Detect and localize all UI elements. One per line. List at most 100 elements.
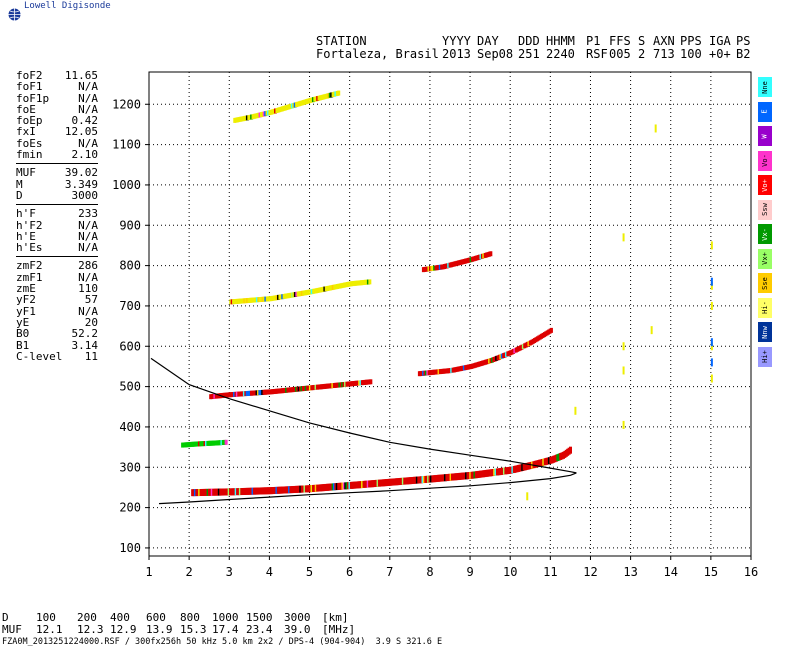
header-value-4: 2240 [546, 47, 575, 61]
param-value: N/A [78, 218, 98, 232]
legend-label: Vo- [760, 154, 769, 167]
parameter-panel: foF2 11.65 foF1 N/A foF1p N/A foE N/A foEp 0.42 fx… [16, 70, 98, 362]
echo-mark [489, 251, 493, 257]
param-row: foF2 11.65 [16, 70, 98, 82]
y-tick-label: 400 [119, 420, 141, 434]
profile-lower-branch [158, 472, 577, 505]
header-value-3: 251 [518, 47, 540, 61]
param-value: 39.02 [64, 166, 98, 180]
param-row: h'F 233 [16, 207, 98, 221]
param-name: MUF [16, 166, 36, 180]
legend-label: Ssw [760, 203, 769, 216]
x-tick-label: 16 [744, 565, 758, 579]
param-name: D [16, 188, 23, 202]
y-tick-label: 300 [119, 460, 141, 474]
param-name: fmin [16, 148, 43, 162]
param-value: 52.2 [71, 327, 99, 341]
distance-table-cell: 600 [146, 611, 166, 624]
param-row: zmF2 286 [16, 260, 98, 272]
header-value-11: B2 [736, 47, 751, 61]
y-tick-label: 200 [119, 501, 141, 515]
header-value-9: 100 [680, 47, 702, 61]
param-value: 11 [84, 349, 98, 363]
distance-table-cell: 13.9 [146, 623, 173, 636]
param-value: N/A [78, 229, 98, 243]
echo-mark [224, 439, 228, 445]
param-row: M 3.349 [16, 177, 98, 191]
stray-echo [710, 358, 713, 367]
x-tick-label: 13 [623, 565, 637, 579]
param-row: yF1 N/A [16, 304, 98, 318]
distance-table-cell: 17.4 [212, 623, 239, 636]
legend-label: Sse [760, 276, 769, 290]
x-tick-label: 10 [503, 565, 517, 579]
param-row: D 3000 [16, 188, 98, 202]
header-value-5: RSF [586, 47, 608, 61]
distance-table-cell: 23.4 [246, 623, 273, 636]
param-name: M [16, 177, 23, 191]
param-value: 3.349 [64, 177, 98, 191]
param-row: B0 52.2 [16, 327, 99, 341]
param-name: zmF1 [16, 270, 43, 284]
legend-item: Hi+ [758, 346, 772, 367]
param-value: N/A [78, 102, 98, 116]
param-name: h'E [16, 229, 36, 243]
param-row: h'F2 N/A [16, 218, 98, 232]
header-label-11: PS [736, 34, 751, 48]
param-name: yF2 [16, 293, 36, 307]
x-tick-label: 14 [664, 565, 678, 579]
param-name: foE [16, 102, 36, 116]
brand-name: Lowell Digisonde [24, 1, 111, 11]
file-info-footer: FZA0M_2013251224000.RSF / 300fx256h 50 k… [2, 637, 443, 647]
param-value: 233 [78, 207, 98, 221]
distance-table-cell: 100 [36, 611, 56, 624]
legend-item: Nnw [758, 322, 772, 342]
param-name: yF1 [16, 304, 36, 318]
param-row: h'E N/A [16, 229, 98, 243]
param-value: 57 [84, 293, 98, 307]
profile-upper-branch [150, 357, 577, 474]
stray-echo [654, 124, 657, 133]
param-row: MUF 39.02 [16, 166, 98, 180]
param-name: h'F2 [16, 218, 43, 232]
param-row: yE 20 [16, 317, 98, 329]
stray-echo [574, 406, 577, 415]
legend-item: Hi- [758, 297, 772, 318]
stray-echo [650, 326, 653, 335]
param-separator [16, 204, 98, 206]
legend-label: Vx+ [760, 252, 769, 265]
param-separator [16, 256, 98, 258]
legend-label: E [760, 109, 769, 114]
header-label-1: YYYY [442, 34, 471, 48]
param-value: 110 [78, 282, 98, 296]
param-name: h'F [16, 207, 36, 221]
legend-item: Vx- [758, 224, 772, 244]
x-tick-label: 11 [543, 565, 557, 579]
param-name: C-level [16, 349, 63, 363]
param-value: N/A [78, 80, 98, 94]
param-name: fxI [16, 125, 36, 139]
header-label-2: DAY [477, 34, 499, 48]
distance-table-cell: 400 [110, 611, 130, 624]
param-name: foF1 [16, 80, 43, 94]
header-value-10: +0+ [709, 47, 731, 61]
x-tick-label: 7 [386, 565, 393, 579]
x-tick-label: 9 [466, 565, 473, 579]
param-row: zmE 110 [16, 282, 98, 296]
header-label-7: S [638, 34, 646, 48]
param-row: h'Es N/A [16, 242, 98, 254]
legend-item: Vo+ [758, 175, 772, 195]
distance-table-cell: D [2, 611, 9, 624]
header-value-0: Fortaleza, Brasil [316, 47, 439, 61]
stray-echo [622, 420, 625, 429]
legend-label: Hi+ [760, 350, 769, 363]
plot-frame [148, 71, 752, 557]
param-row: C-level 11 [16, 349, 98, 363]
x-tick-label: 8 [426, 565, 433, 579]
y-tick-label: 1200 [112, 97, 141, 111]
y-tick-label: 100 [119, 541, 141, 555]
param-value: 2.10 [71, 148, 99, 162]
param-name: B0 [16, 327, 30, 341]
header-value-8: 713 [653, 47, 675, 61]
legend-item: Sse [758, 273, 772, 293]
